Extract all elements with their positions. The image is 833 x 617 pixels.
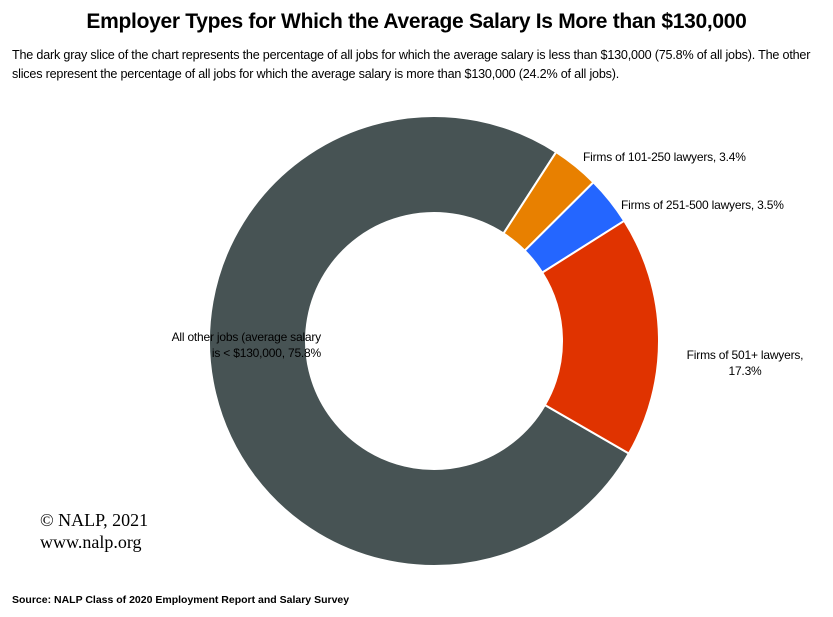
copyright: © NALP, 2021 www.nalp.org (40, 509, 148, 553)
donut-slice (208, 115, 631, 567)
slice-label-line: All other jobs (average salary (172, 330, 322, 344)
copyright-line: © NALP, 2021 (40, 510, 149, 530)
slice-label-line: Firms of 501+ lawyers, (687, 348, 804, 362)
slice-label: Firms of 251-500 lawyers, 3.5% (621, 198, 784, 212)
slice-label-line: Firms of 101-250 lawyers, 3.4% (583, 150, 746, 164)
donut-slice (540, 219, 660, 455)
website-line: www.nalp.org (40, 532, 142, 552)
chart-title: Employer Types for Which the Average Sal… (86, 10, 747, 33)
source-note: Source: NALP Class of 2020 Employment Re… (12, 594, 350, 606)
slice-label: Firms of 101-250 lawyers, 3.4% (583, 150, 746, 164)
chart-subtitle: The dark gray slice of the chart represe… (12, 48, 811, 81)
slice-label-line: 17.3% (728, 364, 762, 378)
slice-label: Firms of 501+ lawyers, 17.3% (687, 348, 804, 378)
slice-label: All other jobs (average salary is < $130,… (172, 330, 322, 360)
slice-label-line: is < $130,000, 75.8% (212, 346, 322, 360)
slice-label-line: Firms of 251-500 lawyers, 3.5% (621, 198, 784, 212)
